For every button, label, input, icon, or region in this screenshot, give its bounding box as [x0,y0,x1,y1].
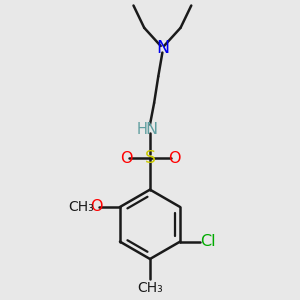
Text: N: N [156,39,169,57]
Text: H: H [136,122,147,137]
Text: CH₃: CH₃ [137,281,163,295]
Text: S: S [145,149,155,167]
Text: O: O [120,151,132,166]
Text: CH₃: CH₃ [68,200,94,214]
Text: O: O [168,151,180,166]
Text: O: O [91,200,103,214]
Text: Cl: Cl [200,234,216,249]
Text: N: N [146,122,158,137]
